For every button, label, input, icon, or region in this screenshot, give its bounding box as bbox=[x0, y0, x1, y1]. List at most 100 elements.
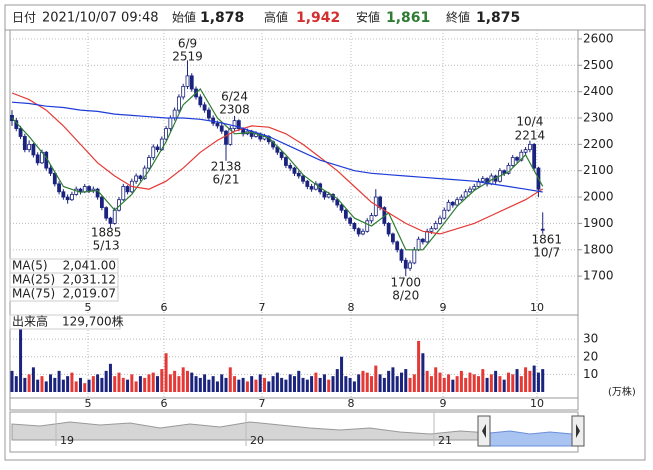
volume-bar bbox=[361, 370, 365, 392]
y-tick-label: 2400 bbox=[583, 84, 614, 98]
volume-bar bbox=[66, 376, 70, 392]
candle-body bbox=[168, 117, 173, 129]
candle-body bbox=[284, 157, 288, 166]
y-tick-label: 2500 bbox=[583, 58, 614, 72]
volume-bar bbox=[502, 379, 506, 392]
candle-body bbox=[104, 207, 109, 219]
volume-bar bbox=[472, 374, 476, 392]
volume-bar bbox=[181, 367, 185, 392]
legend-name: MA(75) bbox=[12, 287, 55, 301]
candle-body bbox=[515, 157, 519, 161]
volume-bar bbox=[267, 381, 271, 392]
annotation-date: 6/24 bbox=[221, 90, 248, 104]
volume-bar bbox=[387, 370, 391, 392]
month-label: 7 bbox=[259, 397, 266, 410]
y-tick-label: 2100 bbox=[583, 163, 614, 177]
candle-body bbox=[147, 157, 151, 169]
volume-legend-box bbox=[9, 314, 121, 330]
ma-line bbox=[11, 101, 543, 193]
candle-body bbox=[540, 228, 545, 231]
annotation-price: 2308 bbox=[219, 103, 250, 117]
annotation-price: 1885 bbox=[91, 226, 122, 240]
candle-body bbox=[412, 249, 417, 264]
candle-body bbox=[369, 215, 374, 222]
volume-bar bbox=[100, 377, 104, 392]
y-tick-label: 1700 bbox=[583, 269, 614, 283]
candle-body bbox=[292, 167, 297, 174]
volume-bar bbox=[464, 377, 468, 392]
candle-body bbox=[31, 143, 36, 156]
candle-body bbox=[459, 196, 464, 201]
month-label: 6 bbox=[161, 301, 168, 314]
navigator-history bbox=[11, 421, 491, 441]
ma-line bbox=[11, 92, 544, 235]
volume-bar bbox=[271, 376, 275, 392]
volume-bar bbox=[177, 376, 181, 392]
volume-bar bbox=[220, 374, 224, 392]
volume-bar bbox=[370, 376, 374, 392]
volume-bar bbox=[87, 379, 91, 392]
annotation-price: 1861 bbox=[531, 233, 562, 247]
volume-bar bbox=[113, 376, 117, 392]
month-label: 8 bbox=[348, 397, 355, 410]
volume-bar bbox=[168, 374, 172, 392]
volume-bar bbox=[138, 376, 142, 392]
candle-body bbox=[523, 149, 528, 153]
candle-body bbox=[236, 120, 241, 129]
volume-bar bbox=[134, 381, 138, 392]
volume-bar bbox=[382, 377, 386, 392]
volume-bar bbox=[395, 376, 399, 392]
volume-bar bbox=[254, 379, 258, 392]
volume-bar bbox=[237, 379, 241, 392]
volume-bar bbox=[194, 376, 198, 392]
candle-body bbox=[450, 201, 455, 206]
candle-body bbox=[322, 191, 327, 198]
volume-bar bbox=[365, 372, 369, 392]
legend-value: 2,019.07 bbox=[63, 287, 116, 301]
header-bar bbox=[4, 4, 646, 31]
y-tick-label: 2000 bbox=[583, 190, 614, 204]
annotation-date: 10/7 bbox=[533, 246, 560, 260]
header-label: 始値 bbox=[172, 10, 196, 25]
candle-body bbox=[198, 96, 203, 106]
y-tick-label: 2600 bbox=[583, 31, 614, 45]
candle-body bbox=[416, 238, 421, 251]
candle-body bbox=[335, 199, 340, 206]
candle-body bbox=[442, 209, 447, 219]
header-date: 2021/10/07 09:48 bbox=[42, 11, 159, 26]
month-label: 10 bbox=[530, 301, 544, 314]
volume-bar bbox=[275, 372, 279, 392]
volume-bar bbox=[322, 374, 326, 392]
candle-body bbox=[288, 165, 293, 169]
navigator-year: 19 bbox=[60, 434, 74, 447]
candle-body bbox=[215, 122, 220, 127]
volume-bar bbox=[288, 374, 292, 392]
volume-bar bbox=[498, 376, 502, 392]
volume-bar bbox=[331, 376, 335, 392]
volume-bar bbox=[374, 365, 378, 392]
volume-bar bbox=[532, 365, 536, 392]
volume-bar bbox=[459, 370, 463, 392]
legend-box bbox=[9, 286, 119, 302]
y-tick-label: 1800 bbox=[583, 242, 614, 256]
volume-bar bbox=[481, 369, 485, 392]
volume-bar bbox=[310, 376, 314, 392]
volume-bar bbox=[203, 374, 207, 392]
legend-name: MA(5) bbox=[12, 259, 48, 273]
candle-body bbox=[82, 186, 87, 193]
candle-body bbox=[232, 120, 237, 129]
volume-bar bbox=[83, 383, 87, 392]
volume-bar bbox=[250, 376, 254, 392]
volume-bar bbox=[541, 369, 545, 392]
candle-body bbox=[472, 186, 477, 190]
candle-body bbox=[429, 228, 434, 232]
candle-body bbox=[112, 209, 117, 224]
volume-bar bbox=[468, 372, 472, 392]
candle-body bbox=[87, 186, 91, 191]
axis-strip bbox=[9, 397, 579, 411]
candle-body bbox=[228, 128, 233, 145]
candle-body bbox=[189, 75, 194, 90]
candle-body bbox=[35, 154, 40, 164]
candle-body bbox=[527, 143, 532, 151]
volume-bar bbox=[421, 353, 425, 392]
